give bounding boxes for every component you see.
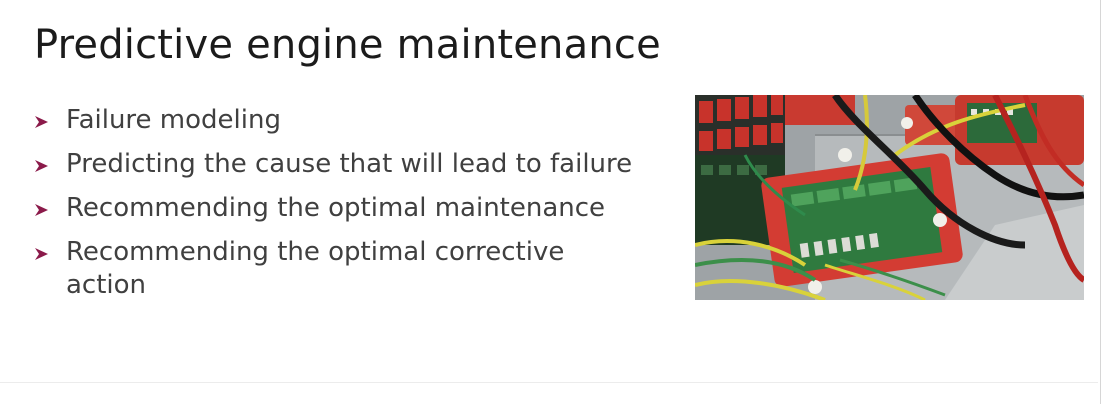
bullet-text: Recommending the optimal corrective acti… xyxy=(66,237,565,300)
bullet-list: Failure modeling Predicting the cause th… xyxy=(34,104,674,313)
bullet-item: Failure modeling xyxy=(34,104,674,137)
arrowhead-bullet-icon xyxy=(35,248,48,260)
bullet-item: Predicting the cause that will lead to f… xyxy=(34,148,674,181)
arrowhead-bullet-icon xyxy=(35,204,48,216)
circuit-board-illustration xyxy=(695,95,1084,300)
bullet-text: Predicting the cause that will lead to f… xyxy=(66,149,633,179)
window-edge xyxy=(1100,0,1113,404)
bullet-text: Failure modeling xyxy=(66,105,281,135)
arrowhead-bullet-icon xyxy=(35,160,48,172)
slide-title: Predictive engine maintenance xyxy=(34,22,661,68)
bullet-item: Recommending the optimal maintenance xyxy=(34,192,674,225)
slide: Predictive engine maintenance Failure mo… xyxy=(0,22,1098,383)
bullet-item: Recommending the optimal corrective acti… xyxy=(34,236,674,302)
bullet-text: Recommending the optimal maintenance xyxy=(66,193,606,223)
arrowhead-bullet-icon xyxy=(35,116,48,128)
circuit-board-photo xyxy=(695,95,1084,300)
